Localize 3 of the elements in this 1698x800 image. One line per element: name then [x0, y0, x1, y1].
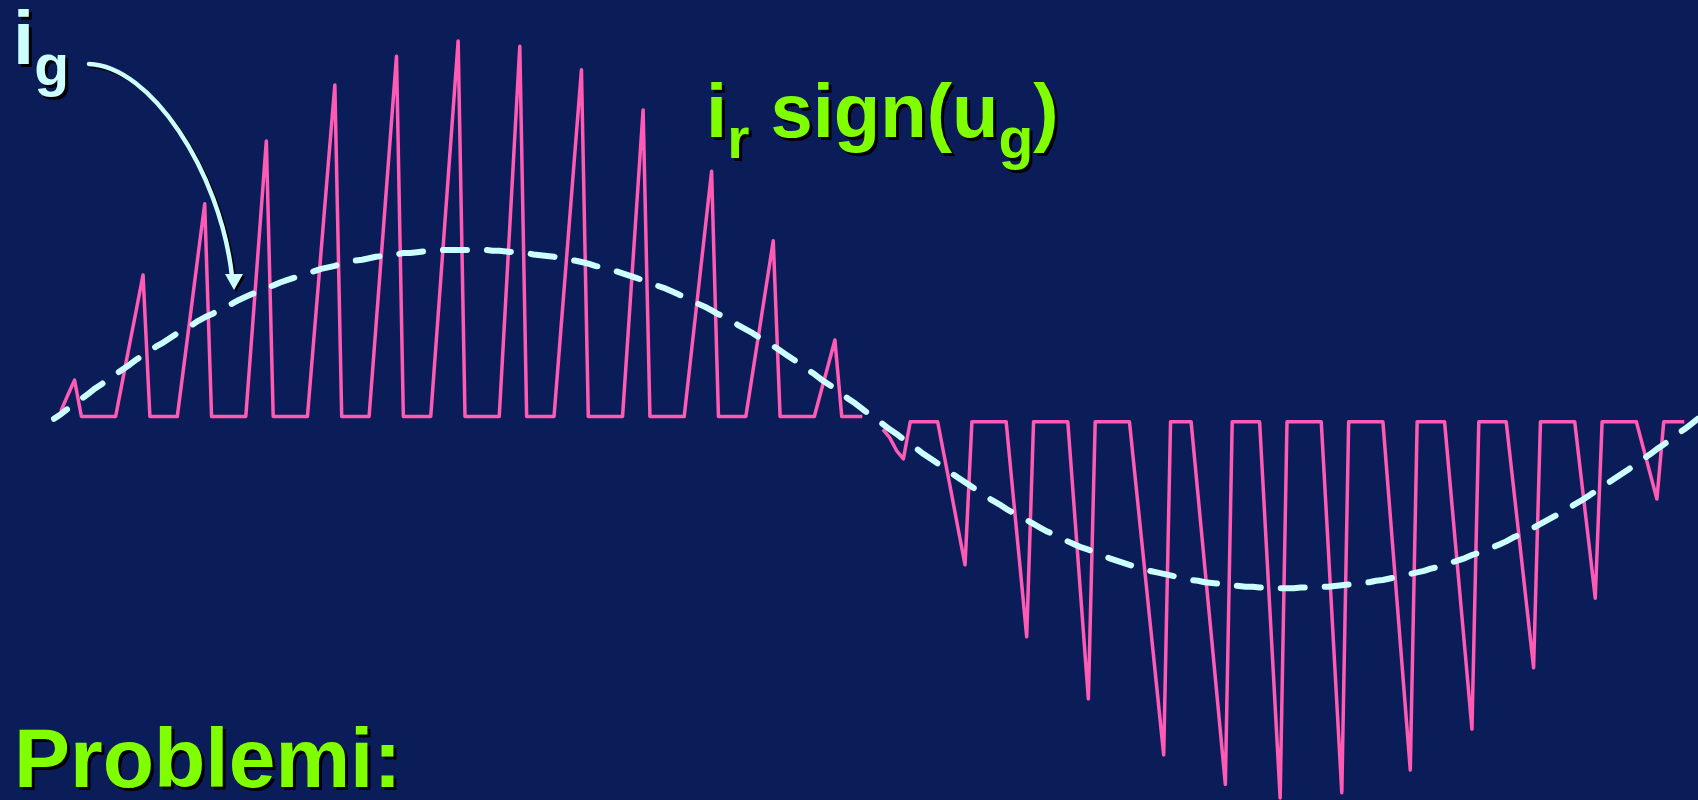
text: i$_{g}$ [13, 0, 69, 97]
series-label: i$_{r}$ sign(u$_{g}$) [706, 68, 1059, 170]
annotation: Problemi: [14, 711, 402, 800]
